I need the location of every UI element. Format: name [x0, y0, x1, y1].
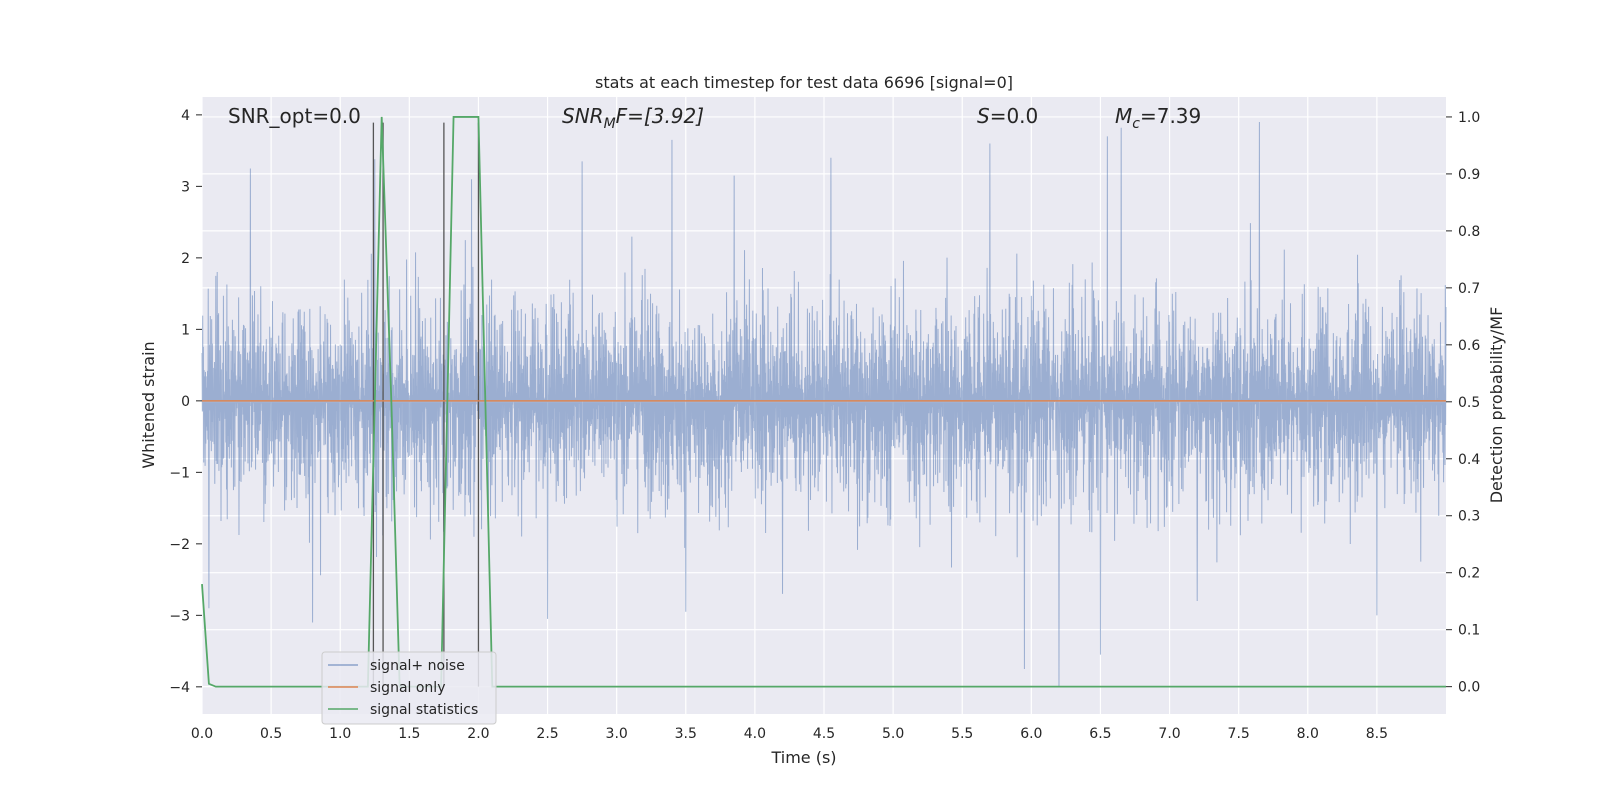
y-right-tick-label: 1.0 [1458, 110, 1480, 126]
x-tick-label: 0.0 [191, 726, 213, 742]
y-left-tick-label: −1 [169, 465, 190, 481]
y-right-tick-label: 0.9 [1458, 167, 1480, 183]
annotation-mc-subscript: c [1132, 116, 1140, 132]
x-tick-label: 3.5 [675, 726, 697, 742]
annotation-s-label: S [977, 104, 990, 128]
x-tick-label: 5.0 [882, 726, 904, 742]
x-tick-label: 4.0 [744, 726, 766, 742]
y-left-tick-label: −2 [169, 537, 190, 553]
x-tick-label: 0.5 [260, 726, 282, 742]
series-signal-statistics [201, 116, 1446, 688]
x-tick-label: 7.5 [1228, 726, 1250, 742]
x-tick-label: 2.0 [467, 726, 489, 742]
chart-title: stats at each timestep for test data 669… [595, 73, 1013, 92]
y-right-tick-label: 0.5 [1458, 395, 1480, 411]
annotation-mc-value: =7.39 [1140, 104, 1201, 128]
y-right-tick-label: 0.8 [1458, 224, 1480, 240]
annotation-s-value: =0.0 [990, 104, 1039, 128]
x-tick-label: 6.5 [1089, 726, 1111, 742]
y-left-tick-label: 1 [181, 322, 190, 338]
y-right-tick-label: 0.4 [1458, 452, 1480, 468]
legend-label-signal-noise: signal+ noise [370, 658, 465, 674]
series-signal-noise [201, 122, 1447, 687]
y-right-tick-label: 0.2 [1458, 566, 1480, 582]
x-tick-label: 5.5 [951, 726, 973, 742]
y-left-tick-label: −3 [169, 608, 190, 624]
y-axis-left-ticks: −4 −3 −2 −1 0 1 2 3 4 [169, 108, 202, 696]
x-tick-label: 4.5 [813, 726, 835, 742]
annotation-snr-mf-rest: F=[3.92] [616, 104, 704, 128]
legend-label-signal-statistics: signal statistics [370, 702, 478, 718]
x-axis-label: Time (s) [770, 748, 836, 767]
x-tick-label: 6.0 [1020, 726, 1042, 742]
annotation-snr-mf-base: SNR [562, 104, 604, 128]
annotation-mc: Mc=7.39 [1115, 104, 1201, 132]
x-tick-label: 7.0 [1158, 726, 1180, 742]
y-right-tick-label: 0.1 [1458, 623, 1480, 639]
y-left-tick-label: 2 [181, 251, 190, 267]
annotation-snr-mf-subscript: M [604, 116, 616, 132]
x-tick-label: 1.5 [398, 726, 420, 742]
y-right-tick-label: 0.7 [1458, 281, 1480, 297]
x-axis-ticks: 0.0 0.5 1.0 1.5 2.0 2.5 3.0 3.5 4.0 4.5 5.0 5.5 6.0 6… [191, 726, 1388, 742]
annotation-s: S=0.0 [977, 104, 1038, 128]
x-tick-label: 1.0 [329, 726, 351, 742]
x-tick-label: 2.5 [536, 726, 558, 742]
y-left-tick-label: 0 [181, 394, 190, 410]
annotation-snr-mf: SNRMF=[3.92] [562, 104, 704, 132]
annotation-snr-opt: SNR_opt=0.0 [228, 104, 361, 128]
y-right-tick-label: 0.0 [1458, 680, 1480, 696]
y-right-tick-label: 0.3 [1458, 509, 1480, 525]
x-tick-label: 8.0 [1297, 726, 1319, 742]
y-right-tick-label: 0.6 [1458, 338, 1480, 354]
y-left-tick-label: −4 [169, 680, 190, 696]
x-tick-label: 8.5 [1366, 726, 1388, 742]
annotation-mc-base: M [1115, 104, 1132, 128]
y-axis-left-label: Whitened strain [139, 341, 158, 468]
legend: signal+ noise signal only signal statist… [321, 651, 497, 725]
y-left-tick-label: 4 [181, 108, 190, 124]
y-axis-right-ticks: 0.0 0.1 0.2 0.3 0.4 0.5 0.6 0.7 0.8 0.9 1.0 [1446, 110, 1480, 696]
signal-statistics-line [201, 116, 1446, 688]
y-left-tick-label: 3 [181, 179, 190, 195]
vertical-marker-lines [372, 122, 480, 687]
signal-noise-trace [201, 122, 1447, 687]
legend-label-signal-only: signal only [370, 680, 445, 696]
y-axis-right-label: Detection probability/MF [1487, 307, 1506, 504]
x-tick-label: 3.0 [606, 726, 628, 742]
legend-box [321, 651, 497, 725]
